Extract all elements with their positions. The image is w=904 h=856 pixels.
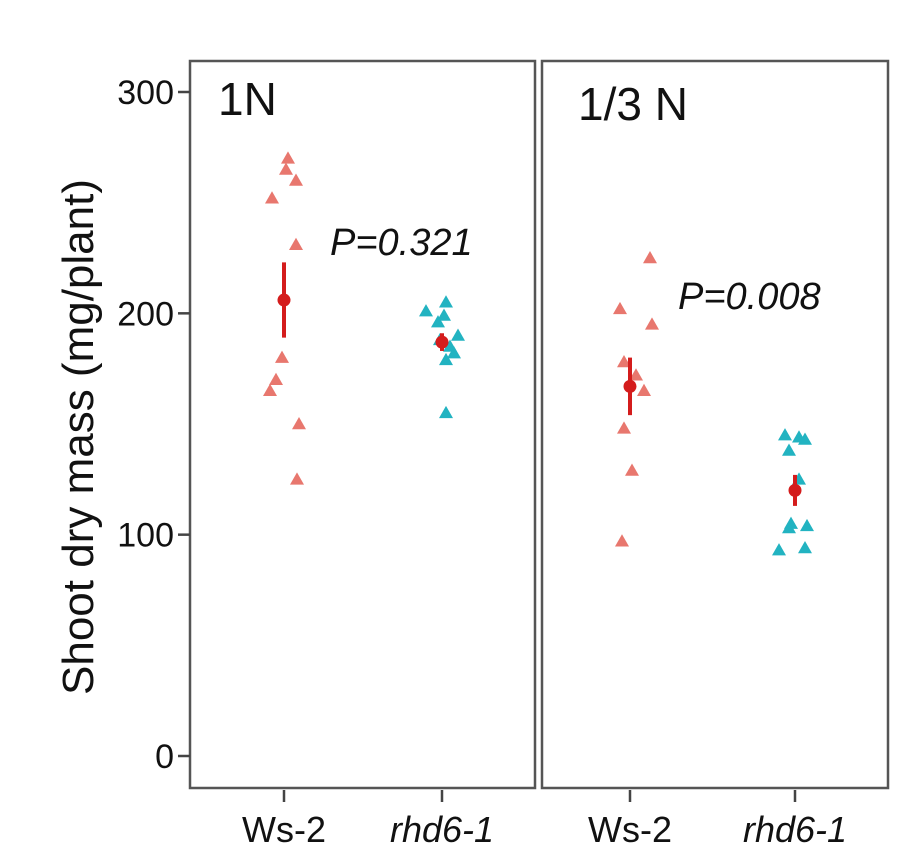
mean-point bbox=[788, 483, 802, 497]
data-point-triangle bbox=[269, 372, 283, 385]
p-value-1n: P=0.321 bbox=[330, 222, 473, 264]
y-tick-label: 300 bbox=[117, 74, 174, 112]
data-point-triangle bbox=[637, 383, 651, 397]
data-point-triangle bbox=[431, 315, 445, 328]
data-point-triangle bbox=[437, 308, 451, 321]
panel-title-1n: 1N bbox=[218, 73, 277, 125]
mean-point bbox=[623, 379, 637, 393]
data-point-triangle bbox=[800, 518, 814, 532]
panel-frame-1-3n bbox=[540, 59, 890, 790]
data-point-triangle bbox=[289, 173, 303, 186]
data-point-triangle bbox=[279, 162, 293, 175]
data-point-triangle bbox=[782, 443, 796, 456]
data-point-triangle bbox=[617, 355, 631, 368]
panel-title-1-3n: 1/3 N bbox=[578, 78, 688, 130]
y-tick-label: 0 bbox=[155, 738, 174, 776]
x-category-label: Ws-2 bbox=[242, 809, 326, 850]
data-point-triangle bbox=[778, 428, 792, 441]
x-category-label: rhd6-1 bbox=[743, 809, 847, 850]
data-point-triangle bbox=[798, 432, 812, 445]
x-category-label: Ws-2 bbox=[588, 809, 672, 850]
y-axis-ticks: 0 100 200 300 bbox=[117, 74, 190, 776]
data-point-triangle bbox=[292, 417, 306, 430]
mean-point bbox=[435, 335, 449, 349]
data-point-triangle bbox=[419, 304, 433, 317]
mean-markers bbox=[277, 262, 802, 506]
data-point-triangle bbox=[643, 251, 657, 264]
data-point-triangle bbox=[265, 191, 279, 204]
data-point-triangle bbox=[645, 317, 659, 330]
data-point-triangle bbox=[439, 295, 453, 308]
data-point-triangle bbox=[615, 534, 629, 547]
data-point-triangle bbox=[625, 463, 639, 476]
data-point-triangle bbox=[613, 301, 627, 315]
data-point-triangle bbox=[263, 383, 277, 397]
data-point-triangle bbox=[281, 151, 295, 164]
data-point-triangle bbox=[275, 350, 289, 363]
data-points bbox=[263, 151, 814, 556]
mean-point bbox=[277, 293, 291, 307]
data-point-triangle bbox=[617, 421, 631, 434]
data-point-triangle bbox=[289, 237, 303, 250]
data-point-triangle bbox=[798, 540, 812, 554]
data-point-triangle bbox=[772, 543, 786, 556]
data-point-triangle bbox=[629, 368, 643, 381]
data-point-triangle bbox=[447, 346, 461, 359]
data-point-triangle bbox=[451, 328, 465, 341]
y-tick-label: 200 bbox=[117, 295, 174, 333]
p-value-1-3n: P=0.008 bbox=[678, 276, 821, 318]
y-axis-title: Shoot dry mass (mg/plant) bbox=[54, 179, 103, 695]
data-point-triangle bbox=[439, 405, 453, 419]
data-point-triangle bbox=[439, 352, 453, 366]
x-axis-ticks: Ws-2 rhd6-1 Ws-2 rhd6-1 bbox=[242, 790, 847, 850]
y-tick-label: 100 bbox=[117, 517, 174, 555]
data-point-triangle bbox=[290, 472, 304, 485]
x-category-label: rhd6-1 bbox=[390, 809, 494, 850]
data-point-triangle bbox=[782, 521, 796, 534]
panel-frame-1n bbox=[188, 59, 537, 790]
